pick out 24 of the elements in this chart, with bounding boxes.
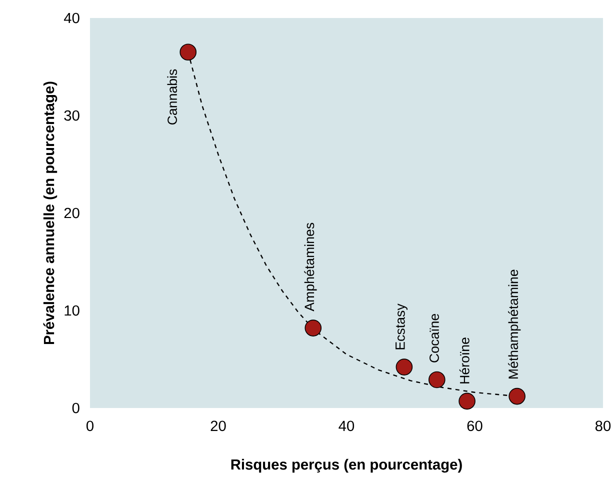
- annotation: Amphétamines: [304, 222, 317, 312]
- annotation: Ecstasy: [396, 304, 408, 350]
- point: [428, 371, 446, 388]
- x-tick-label: 0: [86, 420, 94, 432]
- x-tick-label: 20: [210, 420, 226, 432]
- y-axis-title: Prévalence annuelle (en pourcentage): [43, 82, 58, 344]
- annotation: Méthamphétamine: [508, 270, 521, 379]
- point: [304, 320, 322, 336]
- point: [396, 358, 413, 376]
- x-axis-title: Risques perçus (en pourcentage): [231, 458, 462, 473]
- y-tick-label: 20: [64, 208, 80, 218]
- annotation: Héroïne: [459, 338, 470, 384]
- x-tick-label: 80: [595, 420, 611, 432]
- point: [458, 392, 476, 410]
- y-tick-label: 30: [64, 110, 80, 121]
- x-tick-label: 60: [467, 420, 482, 432]
- annotation: Cocaïne: [430, 314, 439, 362]
- point: [180, 44, 197, 61]
- y-tick-label: 40: [64, 12, 80, 24]
- annotation: Cannabis: [167, 69, 177, 124]
- y-tick-label: 0: [72, 402, 80, 414]
- y-tick-label: 10: [64, 305, 80, 316]
- point: [508, 388, 526, 405]
- x-tick-label: 40: [338, 420, 354, 432]
